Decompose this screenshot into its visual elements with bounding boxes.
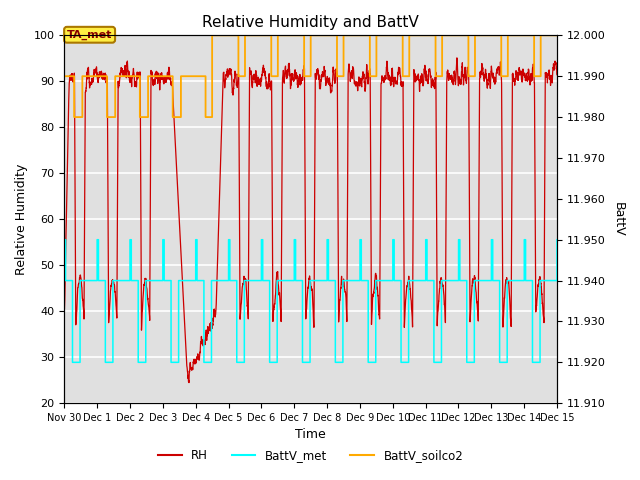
Y-axis label: BattV: BattV [612,202,625,237]
Title: Relative Humidity and BattV: Relative Humidity and BattV [202,15,419,30]
X-axis label: Time: Time [295,429,326,442]
Text: TA_met: TA_met [67,30,112,40]
Legend: RH, BattV_met, BattV_soilco2: RH, BattV_met, BattV_soilco2 [153,445,468,467]
Y-axis label: Relative Humidity: Relative Humidity [15,164,28,275]
